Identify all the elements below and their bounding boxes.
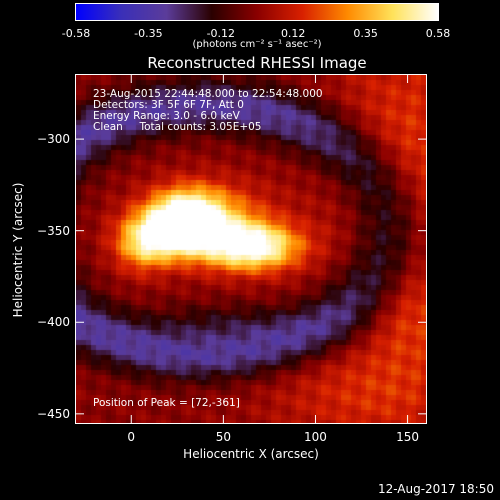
colorbar-tick-label: -0.58 bbox=[61, 27, 91, 40]
colorbar-tick-label: 0.58 bbox=[425, 27, 451, 40]
colorbar-tick-label: 0.12 bbox=[280, 27, 306, 40]
annotation-time-range: 23-Aug-2015 22:44:48.000 to 22:54:48.000 bbox=[93, 88, 323, 100]
colorbar bbox=[75, 3, 439, 21]
x-axis-label: Heliocentric X (arcsec) bbox=[183, 447, 319, 461]
chart-title: Reconstructed RHESSI Image bbox=[147, 54, 367, 72]
y-tick-label: −300 bbox=[37, 132, 70, 147]
x-tick-label: 100 bbox=[304, 430, 327, 444]
colorbar-tick-label: -0.12 bbox=[206, 27, 236, 40]
heatmap-image bbox=[76, 75, 426, 423]
y-tick-label: −350 bbox=[37, 223, 70, 238]
y-axis-label: Heliocentric Y (arcsec) bbox=[11, 182, 25, 318]
y-tick-label: −450 bbox=[37, 406, 70, 421]
colorbar-units-label: (photons cm⁻² s⁻¹ asec⁻²) bbox=[192, 39, 322, 50]
annotation-energy-range: Energy Range: 3.0 - 6.0 keV bbox=[93, 110, 240, 122]
annotation-peak-position: Position of Peak = [72,-361] bbox=[93, 397, 240, 409]
x-tick-label: 50 bbox=[215, 430, 231, 444]
annotation-clean-counts: Clean Total counts: 3.05E+05 bbox=[93, 121, 262, 133]
y-tick-label: −400 bbox=[37, 315, 70, 330]
x-tick-label: 150 bbox=[396, 430, 420, 444]
x-tick-label: 0 bbox=[127, 430, 136, 444]
annotation-detectors: Detectors: 3F 5F 6F 7F, Att 0 bbox=[93, 99, 244, 111]
colorbar-tick-label: 0.35 bbox=[353, 27, 378, 40]
colorbar-tick-label: -0.35 bbox=[134, 27, 163, 40]
timestamp: 12-Aug-2017 18:50 bbox=[377, 482, 494, 496]
